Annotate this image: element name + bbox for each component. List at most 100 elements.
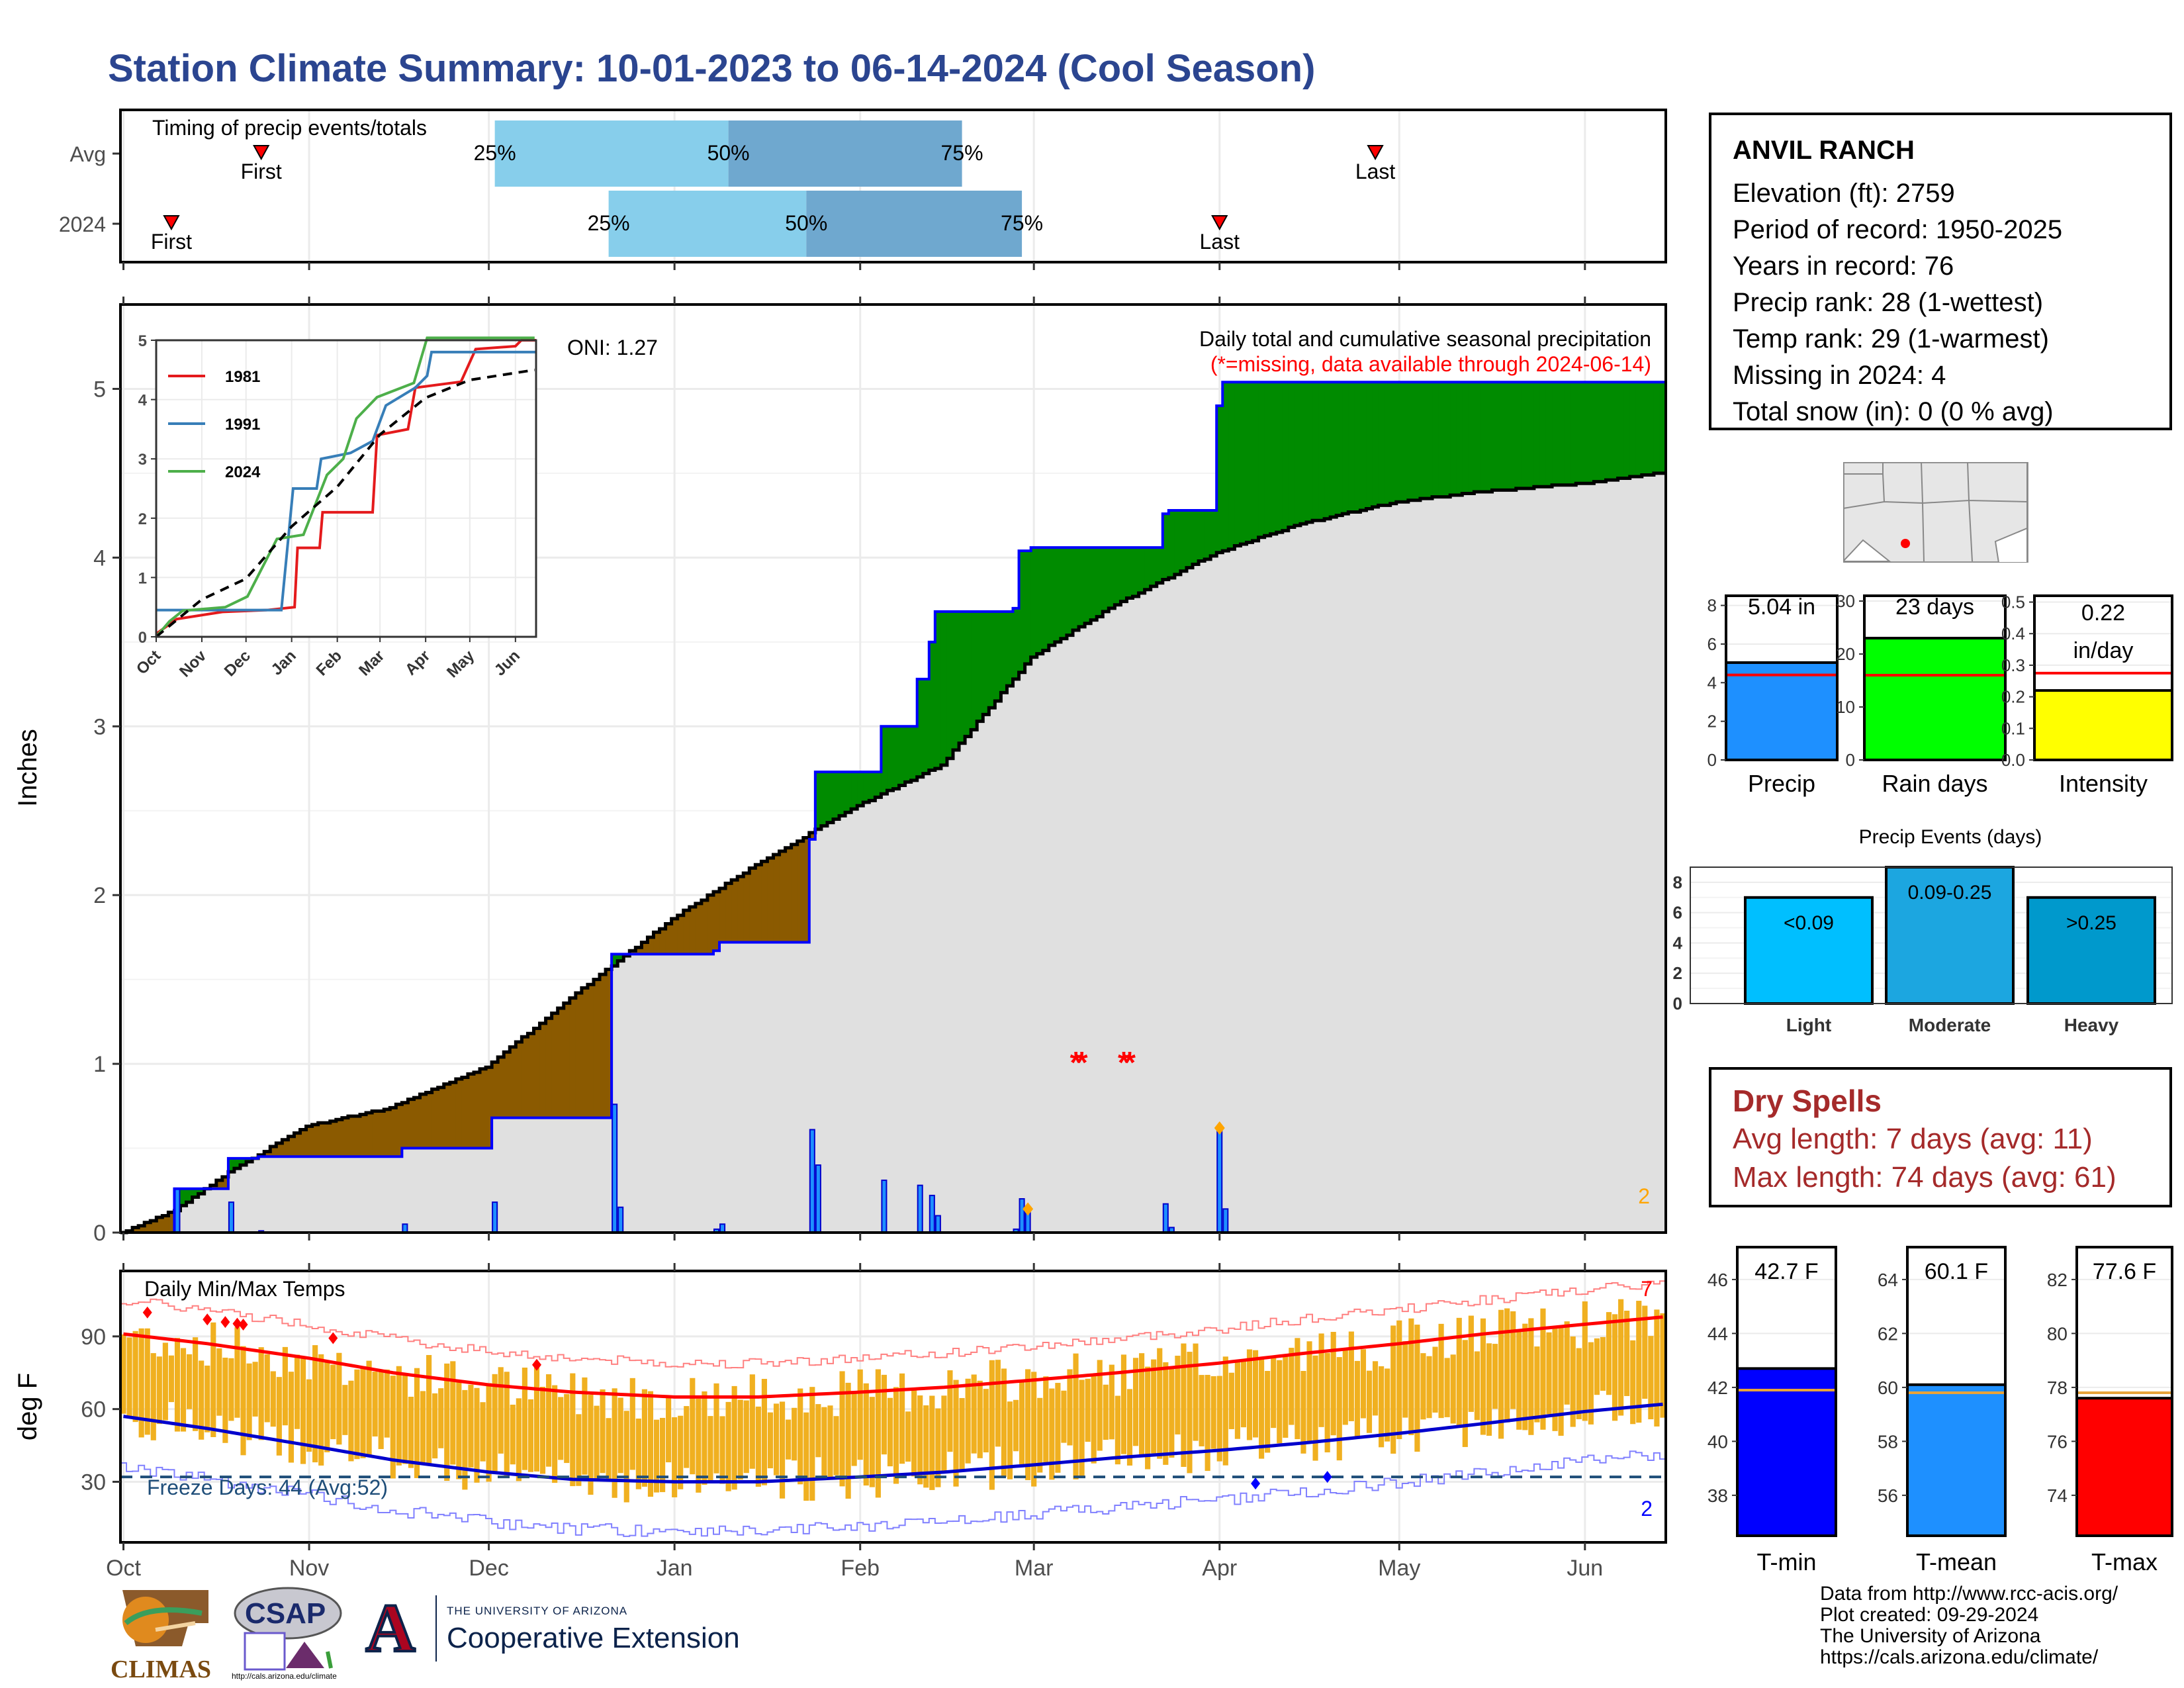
surplus-band (612, 954, 618, 966)
surplus-band (1252, 382, 1259, 541)
surplus-band (940, 611, 948, 765)
daily-temp-bar (773, 1403, 780, 1476)
daily-temp-bar (1037, 1397, 1043, 1473)
station-missing: Missing in 2024: 4 (1733, 361, 1946, 390)
daily-temp-bar (1366, 1370, 1373, 1433)
daily-temp-bar (1151, 1359, 1157, 1454)
season-bar-label: Precip (1748, 770, 1815, 797)
daily-precip-bar (1216, 1127, 1223, 1234)
daily-temp-bar (1438, 1323, 1444, 1419)
daily-temp-bar (570, 1373, 576, 1487)
surplus-band (1276, 382, 1283, 533)
timing-text-first: First (241, 160, 282, 183)
inset-ytick-label: 5 (138, 332, 147, 350)
inset-ytick-label: 4 (138, 392, 148, 410)
daily-temp-bar (1402, 1341, 1408, 1418)
deficit-band (689, 907, 696, 955)
deficit-band (132, 1227, 139, 1233)
daily-precip-bar (929, 1194, 935, 1234)
daily-temp-bar (845, 1382, 851, 1499)
season-ytick-label: 30 (1836, 591, 1855, 611)
daily-temp-bar (1372, 1361, 1379, 1416)
daily-temp-bar (863, 1383, 869, 1486)
surplus-band (1240, 382, 1248, 544)
surplus-band (1103, 547, 1109, 612)
surplus-band (1360, 382, 1367, 510)
deficit-band (216, 1180, 223, 1189)
daily-temp-bar (456, 1382, 462, 1479)
deficit-band (510, 1047, 516, 1118)
deficit-band (683, 910, 690, 955)
deficit-band (390, 1107, 396, 1157)
surplus-band (1641, 382, 1649, 475)
temp-xtick-label: Jun (1567, 1556, 1603, 1581)
surplus-band (1533, 382, 1541, 487)
temp-season-ytick-label: 82 (2047, 1270, 2068, 1290)
daily-temp-bar (786, 1419, 792, 1460)
temp-season-ytick-label: 74 (2047, 1485, 2068, 1506)
season-ytick-label: 0.4 (2001, 624, 2025, 643)
daily-temp-bar (438, 1388, 444, 1448)
precip-panel-border (119, 303, 1667, 1234)
surplus-band (1504, 382, 1511, 491)
daily-precip-bar (815, 1164, 821, 1234)
daily-temp-bar (779, 1401, 786, 1499)
daily-temp-bar (1157, 1348, 1163, 1459)
daily-temp-bar (1360, 1349, 1367, 1419)
daily-temp-bar (516, 1398, 522, 1481)
surplus-band (875, 772, 882, 798)
deficit-band (569, 998, 576, 1118)
ua-extension-logo: A THE UNIVERSITY OF ARIZONA Cooperative … (357, 1593, 741, 1668)
deficit-band (791, 844, 798, 943)
oni-label: ONI: 1.27 (567, 336, 658, 359)
surplus-band (1516, 382, 1523, 489)
daily-temp-bar (1624, 1311, 1630, 1396)
station-precip-rank: Precip rank: 28 (1-wettest) (1733, 288, 2044, 317)
daily-temp-bar (420, 1391, 426, 1463)
daily-temp-bar (809, 1387, 815, 1501)
inset-bg (156, 340, 536, 637)
climas-logo: CLIMAS (109, 1583, 215, 1683)
record-high-marker (142, 1306, 152, 1319)
daily-temp-bar (1354, 1360, 1360, 1438)
surplus-band (1539, 382, 1547, 487)
temp-season-ytick-label: 56 (1878, 1485, 1898, 1506)
daily-temp-bar (1205, 1374, 1210, 1472)
deficit-band (408, 1099, 415, 1149)
deficit-band (156, 1217, 163, 1233)
daily-temp-bar (1540, 1308, 1546, 1430)
deficit-band (366, 1113, 373, 1157)
timing-label-50: 50% (707, 141, 750, 165)
deficit-band (432, 1089, 439, 1149)
daily-temp-bar (527, 1399, 534, 1472)
daily-temp-bar (468, 1384, 474, 1468)
daily-temp-bar (180, 1348, 187, 1432)
deficit-band (384, 1109, 390, 1157)
daily-temp-bar (156, 1356, 162, 1425)
daily-temp-bar (228, 1358, 234, 1421)
temp-season-bar-t-min (1736, 1367, 1837, 1538)
deficit-band (809, 832, 816, 840)
freeze-days-label: Freeze Days: 44 (Avg:52) (147, 1476, 388, 1499)
daily-temp-bar (432, 1393, 438, 1459)
daily-temp-bar (647, 1391, 654, 1497)
daily-temp-bar (480, 1402, 486, 1462)
surplus-band (911, 726, 918, 780)
surplus-band (1115, 547, 1122, 605)
deficit-band (378, 1111, 385, 1157)
daily-temp-bar (318, 1354, 324, 1466)
daily-temp-bar (792, 1407, 797, 1461)
precip-ytick-label: 4 (93, 545, 106, 571)
deficit-band (659, 929, 666, 955)
season-ytick-label: 20 (1836, 644, 1855, 664)
temp-chart-title: Daily Min/Max Temps (144, 1277, 345, 1301)
temp-season-border (2075, 1246, 2173, 1537)
surplus-band (192, 1188, 199, 1197)
temp-season-bar-t-max (2075, 1397, 2173, 1538)
timing-row-label: Avg (69, 142, 106, 166)
daily-precip-bar (881, 1179, 887, 1233)
deficit-band (144, 1222, 151, 1233)
daily-temp-bar (953, 1380, 959, 1487)
